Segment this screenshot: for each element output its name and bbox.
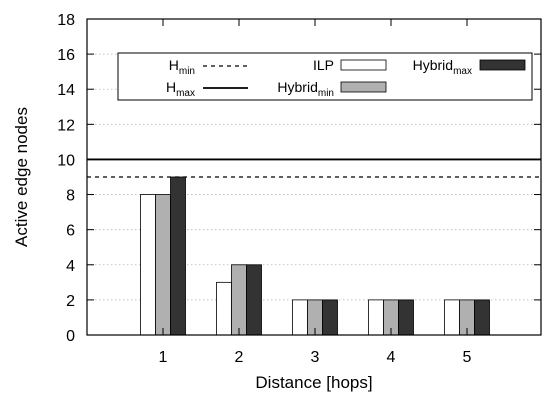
y-axis-title: Active edge nodes [12,107,31,247]
y-tick-label: 12 [57,117,75,134]
y-tick-label: 16 [57,47,75,64]
y-tick-label: 4 [66,258,75,275]
legend-label-h-max: Hmax [166,79,195,99]
bar-hybrid-min [231,264,247,336]
x-tick-label: 4 [387,349,396,366]
bar-ilp [292,299,308,336]
y-tick-label: 6 [66,223,75,240]
y-tick-label: 18 [57,12,75,29]
bar-hybrid-max [170,176,186,336]
bar-ilp [140,194,156,336]
x-axis-title: Distance [hops] [255,373,372,392]
x-tick-label: 1 [159,349,168,366]
plot-frame [86,18,542,336]
bar-hybrid-max [322,299,338,336]
legend-swatch-hybrid-min [340,81,387,93]
legend-label-ilp-main: ILP [313,57,334,73]
x-tick-label: 2 [235,349,244,366]
legend-swatch-hybrid-max [479,59,526,71]
y-tick-label: 0 [66,328,75,345]
bar-hybrid-max [398,299,414,336]
legend-label-h-min-sub: min [179,66,195,77]
legend-label-hybrid-max-sub: max [453,66,472,77]
legend-box [117,52,533,101]
legend-label-h-min-main: H [169,57,179,73]
reference-lines [87,158,541,178]
bar-hybrid-min [155,194,171,336]
bar-ilp [444,299,460,336]
bar-ilp [216,281,232,336]
y-tick-label: 8 [66,188,75,205]
legend-label-hybrid-min: Hybridmin [277,79,334,99]
bar-hybrid-max [246,264,262,336]
y-tick-label: 2 [66,293,75,310]
legend-label-h-max-sub: max [176,88,195,99]
legend-label-hybrid-min-main: Hybrid [277,79,317,95]
bars [140,176,490,336]
legend-label-h-max-main: H [166,79,176,95]
legend-label-h-min: Hmin [169,57,195,77]
y-tick-label: 14 [57,82,75,99]
y-axis-ticks: 0 2 4 6 8 10 12 14 16 18 [57,12,541,345]
bar-hybrid-max [474,299,490,336]
x-axis-ticks: 1 2 3 4 5 [159,19,472,366]
legend-swatch-ilp [340,59,387,71]
legend-label-ilp: ILP [313,57,334,73]
legend-label-hybrid-max-main: Hybrid [413,57,453,73]
x-tick-label: 5 [463,349,472,366]
legend-label-hybrid-max: Hybridmax [413,57,472,77]
y-tick-label: 10 [57,152,75,169]
legend-label-hybrid-min-sub: min [318,88,334,99]
x-tick-label: 3 [311,349,320,366]
bar-ilp [368,299,384,336]
